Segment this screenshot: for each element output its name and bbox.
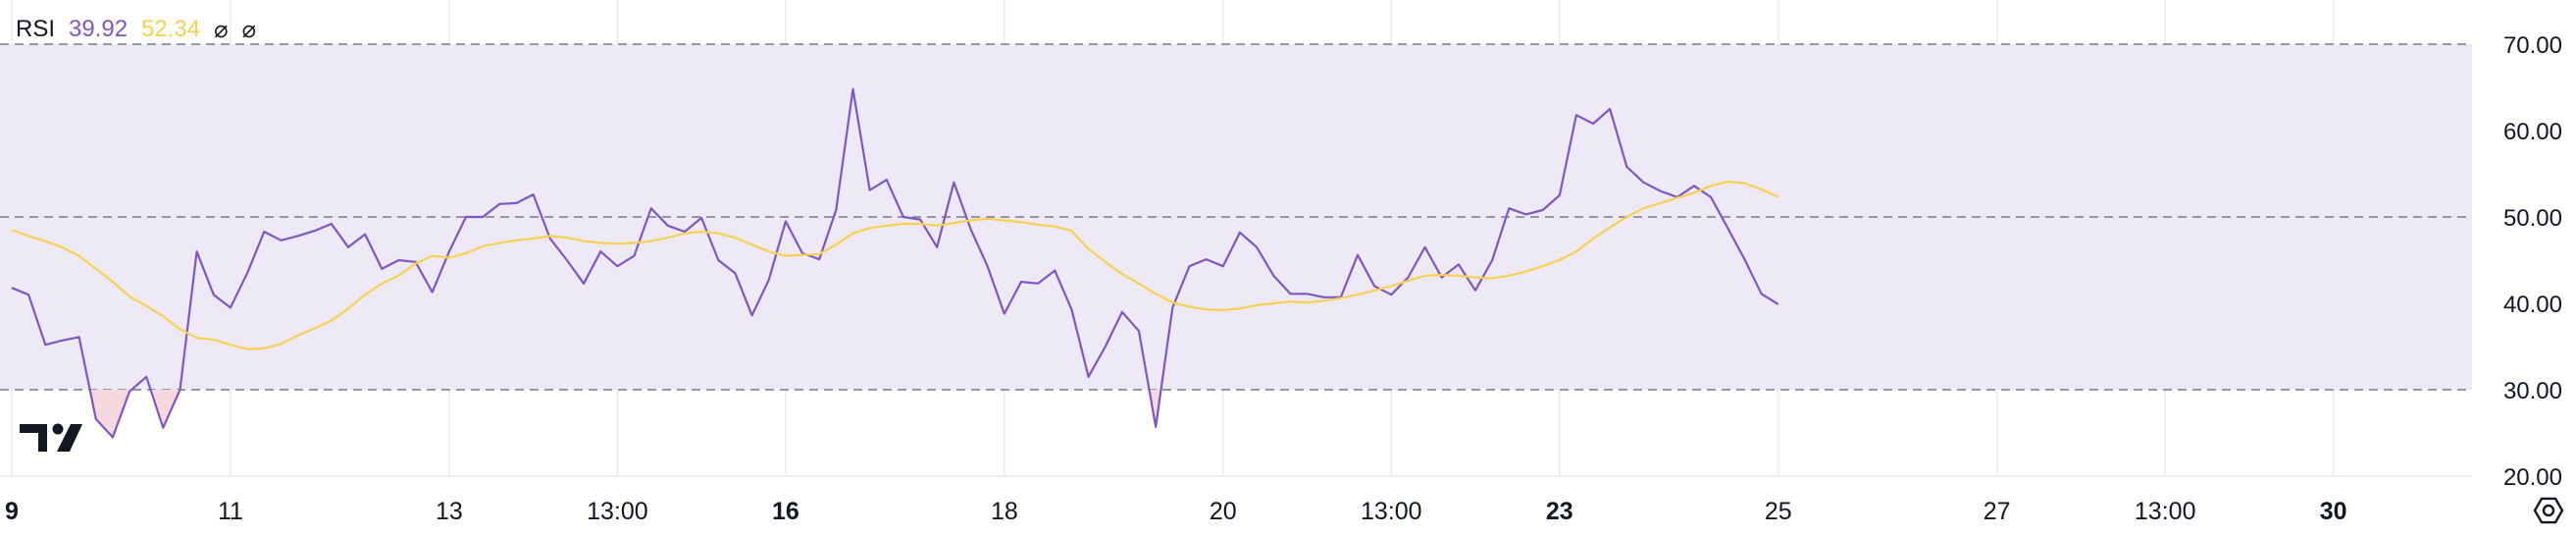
oversold-fill: [1149, 390, 1161, 427]
x-tick-label: 13:00: [1361, 498, 1422, 525]
x-tick-label: 13:00: [2135, 498, 2196, 525]
series-line-rsi-based-ma[interactable]: [11, 180, 1779, 350]
y-tick-label: 40.00: [2503, 292, 2562, 318]
gear-icon[interactable]: [2533, 497, 2564, 524]
x-tick-label: 18: [991, 498, 1018, 525]
x-tick-label: 9: [5, 498, 19, 525]
x-tick-label: 25: [1765, 498, 1792, 525]
band-lines-layer: [0, 43, 2472, 391]
x-tick-label: 11: [218, 498, 243, 525]
logo-dot: [52, 423, 64, 435]
indicator-legend: RSI 39.92 52.34 ⌀ ⌀: [16, 12, 256, 47]
x-tick-label: 23: [1546, 498, 1573, 525]
x-tick-label: 16: [772, 498, 799, 525]
tradingview-logo[interactable]: [20, 423, 82, 453]
indicator-title[interactable]: RSI: [16, 16, 56, 42]
visibility-toggle-icon[interactable]: ⌀: [214, 16, 229, 43]
oversold-fill: [150, 390, 180, 428]
grid-layer: [0, 0, 2472, 477]
rsi-value: 39.92: [69, 16, 129, 42]
logo-v-shape: [57, 424, 82, 452]
x-tick-label: 20: [1210, 498, 1237, 525]
x-tick-label: 13: [436, 498, 463, 525]
gear-outline: [2533, 497, 2564, 524]
y-tick-label: 50.00: [2503, 205, 2562, 232]
y-tick-label: 20.00: [2503, 464, 2562, 491]
y-tick-label: 30.00: [2503, 378, 2562, 404]
x-axis: 9 11 13 13:00 16 18 20 13:00 23 25 27 13:00 30: [5, 498, 2347, 525]
x-tick-label: 30: [2320, 498, 2347, 525]
y-tick-label: 70.00: [2503, 32, 2562, 59]
series-layer: [11, 87, 1779, 439]
ma-value: 52.34: [141, 16, 201, 42]
oversold-fill: [89, 390, 132, 438]
y-axis: 70.00 60.00 50.00 40.00 30.00 20.00: [2503, 32, 2562, 491]
visibility-toggle-icon[interactable]: ⌀: [241, 16, 257, 43]
gear-center: [2542, 504, 2555, 517]
logo-t-shape: [20, 424, 47, 452]
y-tick-label: 60.00: [2503, 119, 2562, 145]
x-tick-label: 13:00: [587, 498, 648, 525]
series-line-rsi[interactable]: [11, 87, 1779, 439]
x-tick-label: 27: [1984, 498, 2011, 525]
